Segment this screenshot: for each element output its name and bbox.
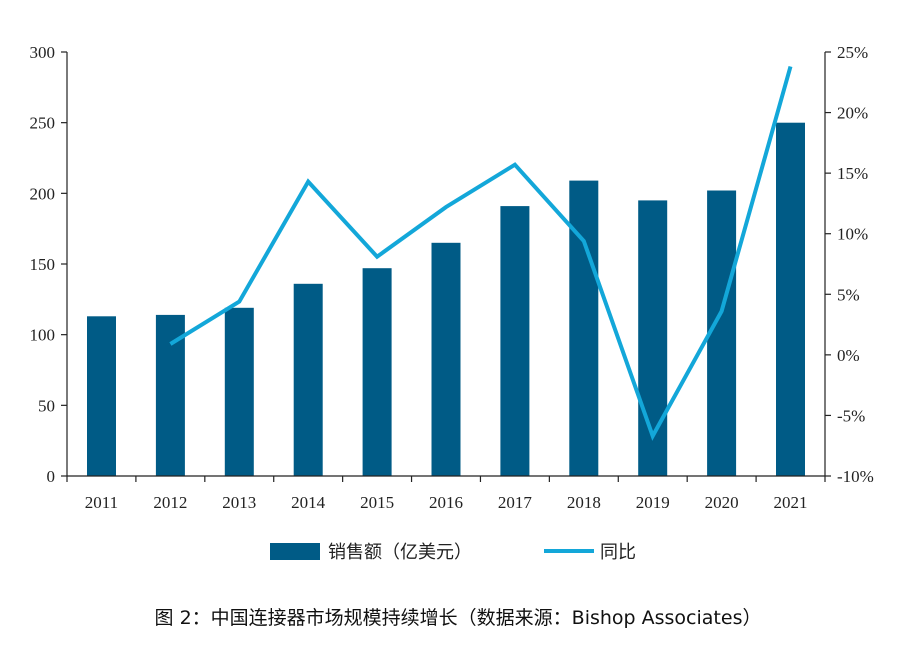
bar-2016 [431,242,461,476]
right-tick-label: 5% [837,285,860,304]
right-tick-label: 25% [837,43,868,62]
bar-2014 [293,283,323,476]
left-tick-label: 150 [30,255,56,274]
legend-bar-swatch [270,543,320,560]
left-tick-label: 0 [47,467,56,486]
x-tick-label-2011: 2011 [85,493,118,512]
bar-2011 [87,316,116,476]
left-tick-label: 100 [30,326,56,345]
left-tick-label: 50 [38,396,55,415]
bars-layer [87,122,805,476]
right-tick-label: -5% [837,406,865,425]
figure-caption: 图 2：中国连接器市场规模持续增长（数据来源：Bishop Associates… [154,607,762,629]
x-tick-label-2016: 2016 [429,493,463,512]
bar-2015 [362,268,392,476]
x-tick-label-2012: 2012 [153,493,187,512]
right-tick-label: 20% [837,104,868,123]
bar-2017 [500,206,530,476]
legend: 销售额（亿美元） 同比 [270,542,636,563]
bar-2020 [707,190,737,476]
x-tick-label-2020: 2020 [705,493,739,512]
legend-line-label: 同比 [600,542,636,563]
bar-2021 [776,122,805,476]
x-tick-label-2017: 2017 [498,493,533,512]
yoy-growth-line [169,65,793,441]
x-tick-label-2019: 2019 [636,493,670,512]
x-tick-label-2018: 2018 [567,493,601,512]
x-tick-label-2015: 2015 [360,493,394,512]
legend-bar-label: 销售额（亿美元） [328,542,472,563]
x-tick-label-2014: 2014 [291,493,326,512]
left-tick-label: 250 [30,114,56,133]
right-tick-label: 10% [837,225,868,244]
axes-layer: 0 50 100 150 200 250 300 -10% -5% 0% 5% 10% 15% 20% 25… [30,43,874,512]
left-tick-label: 200 [30,184,56,203]
x-tick-label-2013: 2013 [222,493,256,512]
chart: 0 50 100 150 200 250 300 -10% -5% 0% 5% 10% 15% 20% 25… [30,43,874,563]
bar-2018 [569,180,599,476]
right-tick-label: 0% [837,346,860,365]
left-tick-label: 300 [30,43,56,62]
right-tick-label: -10% [837,467,874,486]
line-layer [169,65,793,441]
right-tick-label: 15% [837,164,868,183]
bar-2013 [224,307,254,476]
x-tick-label-2021: 2021 [774,493,808,512]
